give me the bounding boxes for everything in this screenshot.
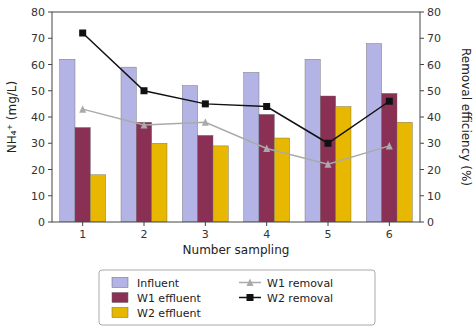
legend-label: W2 effluent	[137, 307, 201, 320]
y2-tick-label: 50	[427, 85, 441, 98]
y-tick	[48, 90, 52, 91]
bar	[198, 135, 213, 222]
bar	[213, 146, 228, 222]
bar	[121, 67, 136, 222]
y2-tick	[420, 143, 424, 144]
y-tick	[48, 117, 52, 118]
bar	[136, 122, 151, 222]
y2-tick-label: 80	[427, 6, 441, 19]
marker	[386, 142, 393, 150]
marker	[202, 118, 209, 126]
bar	[382, 93, 397, 222]
x-tick-label: 6	[386, 228, 393, 241]
legend-box	[99, 270, 375, 325]
x-tick	[205, 222, 206, 226]
y2-tick	[420, 169, 424, 170]
line	[83, 109, 390, 164]
legend-marker	[247, 279, 254, 287]
x-axis-label: Number sampling	[183, 243, 290, 257]
bar	[305, 59, 320, 222]
y-tick-label: 80	[31, 6, 45, 19]
marker	[202, 100, 209, 107]
y-tick-label: 20	[31, 164, 45, 177]
y-tick-label: 70	[31, 32, 45, 45]
y2-tick-label: 60	[427, 59, 441, 72]
y2-tick	[420, 90, 424, 91]
y2-tick	[420, 38, 424, 39]
x-tick-label: 2	[141, 228, 148, 241]
bar	[259, 114, 274, 222]
y-tick-label: 0	[38, 216, 45, 229]
legend-label: W1 effluent	[137, 292, 201, 305]
y-axis-label: NH₄⁺ (mg/L)	[5, 81, 19, 153]
x-tick	[328, 222, 329, 226]
y-tick	[48, 195, 52, 196]
marker	[141, 121, 148, 129]
bar	[244, 72, 259, 222]
y2-tick-label: 40	[427, 111, 441, 124]
y2-tick	[420, 117, 424, 118]
y-tick	[48, 222, 52, 223]
x-tick-label: 5	[325, 228, 332, 241]
legend-swatch	[112, 278, 128, 288]
bar	[336, 107, 351, 223]
y-tick	[48, 12, 52, 13]
y2-tick-label: 70	[427, 32, 441, 45]
bar	[90, 175, 105, 222]
y-tick-label: 30	[31, 137, 45, 150]
legend-marker	[247, 294, 254, 301]
bar	[397, 122, 412, 222]
line	[83, 33, 390, 143]
y-tick	[48, 143, 52, 144]
marker	[386, 98, 393, 105]
y2-tick-label: 0	[427, 216, 434, 229]
y-tick	[48, 169, 52, 170]
bar	[366, 44, 381, 223]
y2-tick	[420, 64, 424, 65]
bar	[152, 143, 167, 222]
x-tick	[144, 222, 145, 226]
x-tick-label: 4	[263, 228, 270, 241]
marker	[325, 140, 332, 147]
legend-label: Influent	[137, 277, 180, 290]
y-tick-label: 60	[31, 59, 45, 72]
marker	[263, 145, 270, 153]
marker	[79, 30, 86, 37]
chart: 0 10 20 30 40 50 60 70 80 0 10 20 30 40 50 60 70 80 1 2 3 4 5 6…	[0, 0, 474, 329]
y-tick-label: 40	[31, 111, 45, 124]
x-tick-label: 3	[202, 228, 209, 241]
bar	[182, 86, 197, 223]
y-tick	[48, 38, 52, 39]
legend: Influent W1 effluent W2 effluent W1 removal…	[99, 270, 375, 325]
x-tick	[82, 222, 83, 226]
marker	[141, 87, 148, 94]
legend-swatch	[112, 308, 128, 318]
plot-area	[60, 30, 413, 223]
y2-tick	[420, 222, 424, 223]
y2-axis-label: Removal efficiency (%)	[459, 48, 473, 186]
y2-tick-label: 20	[427, 164, 441, 177]
legend-swatch	[112, 293, 128, 303]
legend-label: W2 removal	[267, 292, 333, 305]
y2-tick	[420, 12, 424, 13]
y-tick-label: 10	[31, 190, 45, 203]
y-tick	[48, 64, 52, 65]
bar	[75, 128, 90, 223]
plot-frame	[52, 12, 420, 222]
marker	[263, 103, 270, 110]
x-tick-label: 1	[79, 228, 86, 241]
bar	[60, 59, 75, 222]
y2-tick	[420, 195, 424, 196]
y-tick-label: 50	[31, 85, 45, 98]
marker	[325, 160, 332, 168]
bar	[320, 96, 335, 222]
marker	[79, 105, 86, 113]
legend-label: W1 removal	[267, 277, 333, 290]
x-tick	[266, 222, 267, 226]
x-tick	[389, 222, 390, 226]
y2-tick-label: 10	[427, 190, 441, 203]
y2-tick-label: 30	[427, 137, 441, 150]
